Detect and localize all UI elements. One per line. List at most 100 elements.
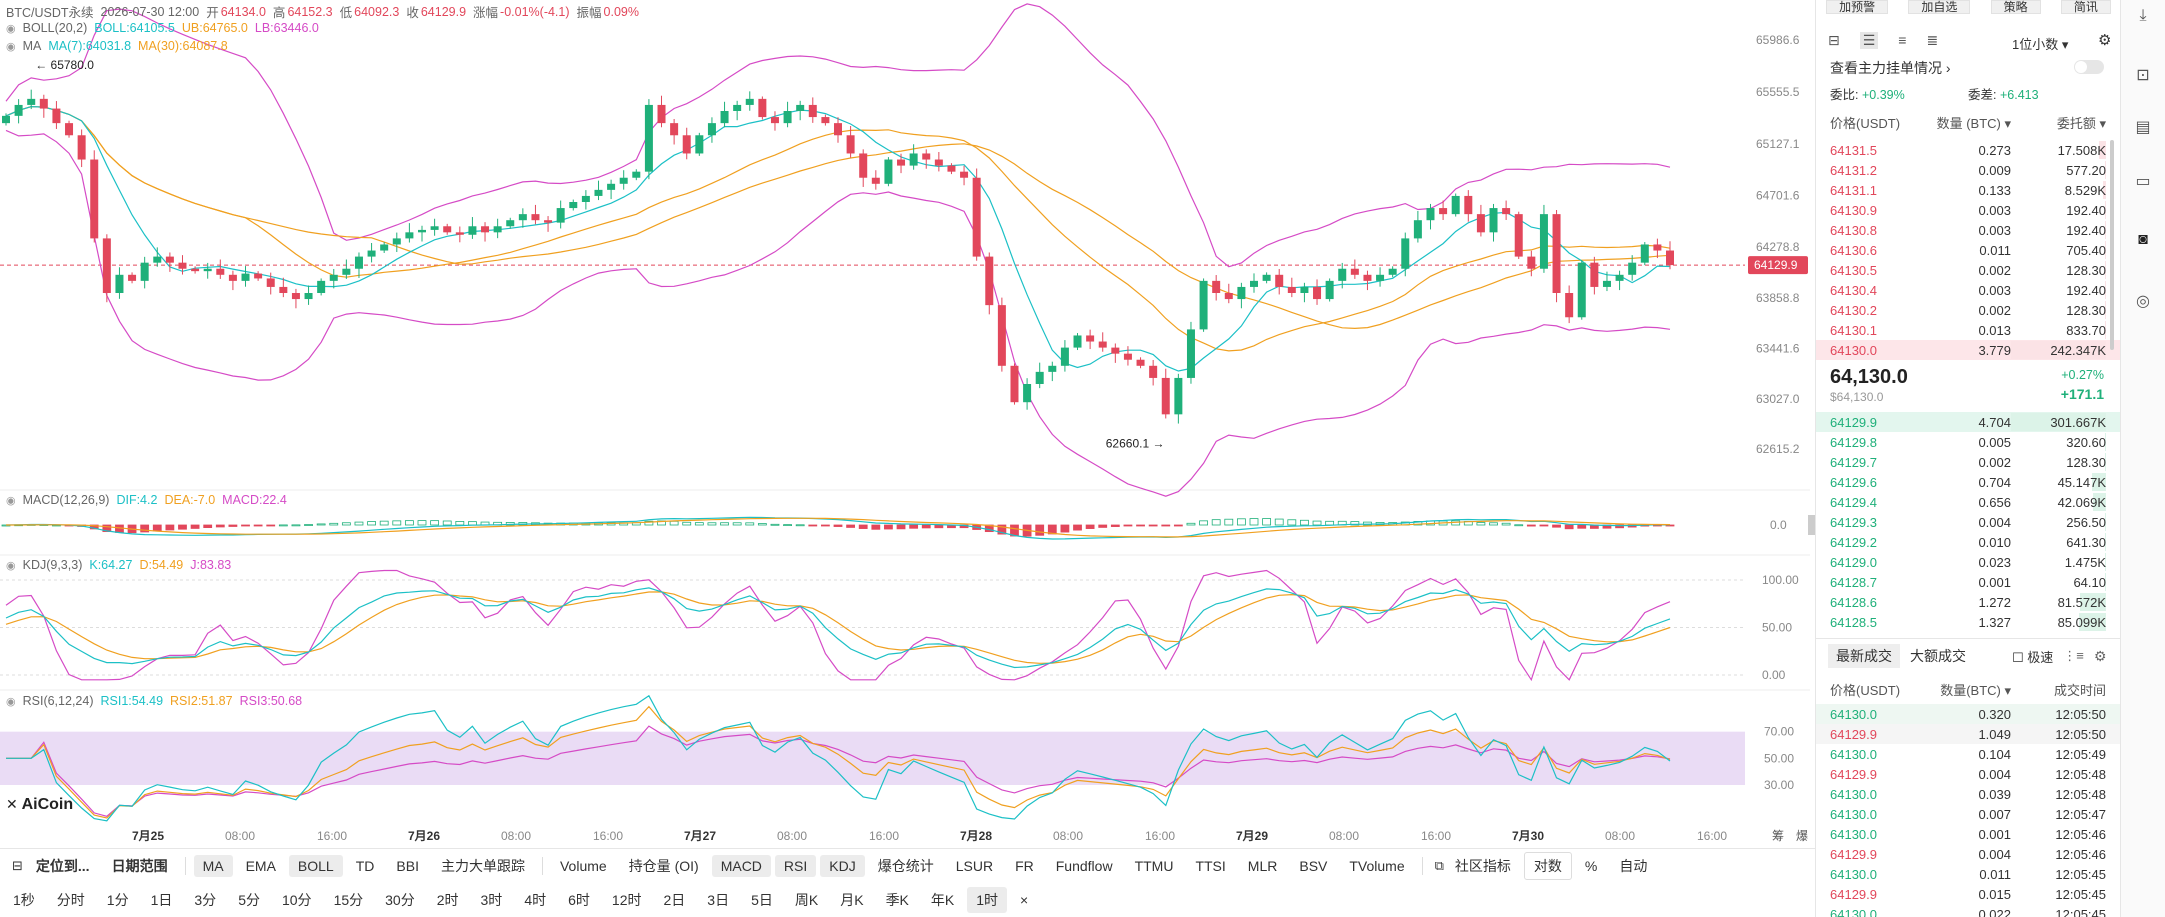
download-icon[interactable]: ⤓ [2139,7,2147,24]
toolbar-item[interactable]: EMA [245,858,276,874]
settings-icon[interactable]: ⚙ [2098,32,2112,49]
bid-row[interactable]: 64129.7 0.002 128.30 [1816,452,2121,472]
period-item[interactable]: 季K [885,892,909,908]
close-icon[interactable]: × [1020,892,1029,908]
period-item[interactable]: 2时 [436,892,459,908]
decimals-select[interactable]: 1位小数 ▾ [2012,34,2068,53]
period-item[interactable]: 分时 [56,892,85,908]
strategy-button[interactable]: 策略 [1990,0,2041,14]
period-item[interactable]: 3时 [480,892,503,908]
period-item[interactable]: 5分 [238,892,260,908]
tab-latest-trades[interactable]: 最新成交 [1828,644,1900,668]
toolbar-item[interactable]: 主力大单跟踪 [440,858,525,874]
scrollbar[interactable] [2110,140,2114,350]
macd-legend[interactable]: ◉ MACD(12,26,9) DIF:4.2 DEA:-7.0 MACD:22… [6,493,287,507]
period-item[interactable]: 月K [840,892,864,908]
period-item[interactable]: 1日 [150,892,173,908]
bid-row[interactable]: 64128.7 0.001 64.10 [1816,572,2121,592]
eye-icon[interactable]: ◉ [6,559,16,572]
radar-icon[interactable]: ◎ [2136,293,2150,310]
toolbar-item[interactable]: MA [193,855,233,877]
toolbar-item[interactable]: LSUR [955,858,994,874]
toolbar-item[interactable]: MACD [711,855,771,877]
period-item[interactable]: 12时 [611,892,642,908]
eye-icon[interactable]: ◉ [6,695,16,708]
chart-canvas[interactable]: 65986.6 65555.5 65127.1 64701.6 64278.8 63858… [0,0,1815,845]
trades-col-qty[interactable]: 数量(BTC) ▾ [1940,682,2011,698]
bid-row[interactable]: 64129.6 0.704 45.147K [1816,472,2121,492]
main-orders-toggle[interactable] [2074,60,2104,74]
period-item[interactable]: 1时 [967,887,1008,913]
toolbar-item[interactable]: 对数 [1523,852,1572,880]
boll-legend[interactable]: ◉ BOLL(20,2) BOLL:64105.5 UB:64765.0 LB:… [6,21,319,35]
period-item[interactable]: 3日 [707,892,730,908]
robot-icon[interactable]: ◙ [2138,231,2148,248]
ask-row[interactable]: 64131.2 0.009 577.20 [1816,160,2121,180]
toolbar-item[interactable]: 社区指标 [1454,858,1511,874]
ask-row[interactable]: 64130.1 0.013 833.70 [1816,320,2121,340]
ob-both-icon[interactable]: ⊟ [1828,32,1840,48]
rsi-legend[interactable]: ◉ RSI(6,12,24) RSI1:54.49 RSI2:51.87 RSI… [6,694,302,708]
period-item[interactable]: 2日 [663,892,686,908]
toolbar-item[interactable]: TTSI [1195,858,1226,874]
toolbar-item[interactable]: % [1584,858,1598,874]
period-item[interactable]: 1秒 [13,892,35,908]
ask-row[interactable]: 64130.4 0.003 192.40 [1816,280,2121,300]
layout-icon[interactable]: ⊡ [2136,67,2150,84]
bid-row[interactable]: 64128.6 1.272 81.572K [1816,592,2121,612]
toolbar-item[interactable]: KDJ [820,855,865,877]
ask-row[interactable]: 64131.5 0.273 17.508K [1816,140,2121,160]
period-item[interactable]: 4时 [524,892,547,908]
period-item[interactable]: 15分 [333,892,364,908]
toolbar-item[interactable]: TD [355,858,375,874]
ask-row[interactable]: 64130.5 0.002 128.30 [1816,260,2121,280]
toolbar-item[interactable]: Fundflow [1055,858,1113,874]
period-item[interactable]: 年K [930,892,955,908]
toolbar-item[interactable]: 持仓量 (OI) [628,858,699,874]
eye-icon[interactable]: ◉ [6,22,16,35]
tab-large-trades[interactable]: 大额成交 [1910,648,1966,664]
ask-row[interactable]: 64130.6 0.011 705.40 [1816,240,2121,260]
fast-checkbox[interactable]: ☐ 极速 [2012,649,2054,665]
gear-icon[interactable]: ⚙ [2093,647,2107,664]
bid-row[interactable]: 64129.0 0.023 1.475K [1816,552,2121,572]
news-button[interactable]: 简讯 [2060,0,2111,14]
kdj-legend[interactable]: ◉ KDJ(9,3,3) K:64.27 D:54.49 J:83.83 [6,558,231,572]
toolbar-item[interactable]: BOLL [288,855,343,877]
toolbar-item[interactable]: BSV [1299,858,1328,874]
ask-row[interactable]: 64131.1 0.133 8.529K [1816,180,2121,200]
ob-asks-icon[interactable]: ≣ [1926,32,1939,48]
toolbar-item[interactable]: 定位到... [35,858,90,874]
eye-icon[interactable]: ◉ [6,494,16,507]
ob-col-total[interactable]: 委托额 ▾ [2056,115,2106,131]
chart-area[interactable]: 65986.6 65555.5 65127.1 64701.6 64278.8 63858… [0,0,1815,845]
ask-row[interactable]: 64130.8 0.003 192.40 [1816,220,2121,240]
toolbar-item[interactable]: MLR [1247,858,1278,874]
period-item[interactable]: 1分 [106,892,129,908]
bid-row[interactable]: 64128.5 1.327 85.099K [1816,612,2121,632]
period-item[interactable]: 10分 [281,892,312,908]
period-item[interactable]: 5日 [751,892,773,908]
add-watchlist-button[interactable]: 加自选 [1908,0,1971,14]
ob-split-icon[interactable]: ☰ [1859,32,1879,49]
period-item[interactable]: 周K [794,892,819,908]
bid-row[interactable]: 64129.4 0.656 42.069K [1816,492,2121,512]
toolbar-item[interactable]: TTMU [1134,858,1174,874]
toolbar-item[interactable]: 自动 [1619,858,1648,874]
period-item[interactable]: 30分 [385,892,415,908]
ask-row[interactable]: 64130.9 0.003 192.40 [1816,200,2121,220]
bid-row[interactable]: 64129.9 4.704 301.667K [1816,412,2121,432]
ma-legend[interactable]: ◉ MA MA(7):64031.8 MA(30):64087.8 [6,39,228,53]
toolbar-item[interactable]: FR [1015,858,1034,874]
toolbar-item[interactable]: RSI [774,855,817,877]
bid-row[interactable]: 64129.2 0.010 641.30 [1816,532,2121,552]
add-alert-button[interactable]: 加预警 [1826,0,1889,14]
main-orders-link[interactable]: 查看主力挂单情况 › [1830,60,1951,76]
card-icon[interactable]: ▭ [2135,173,2151,190]
toolbar-item[interactable]: Volume [559,858,607,874]
toolbar-item[interactable]: TVolume [1349,858,1405,874]
period-item[interactable]: 3分 [194,892,217,908]
bid-row[interactable]: 64129.8 0.005 320.60 [1816,432,2121,452]
chart-panel-icon[interactable]: ▤ [2135,119,2151,136]
toolbar-item[interactable]: 爆仓统计 [877,858,934,874]
